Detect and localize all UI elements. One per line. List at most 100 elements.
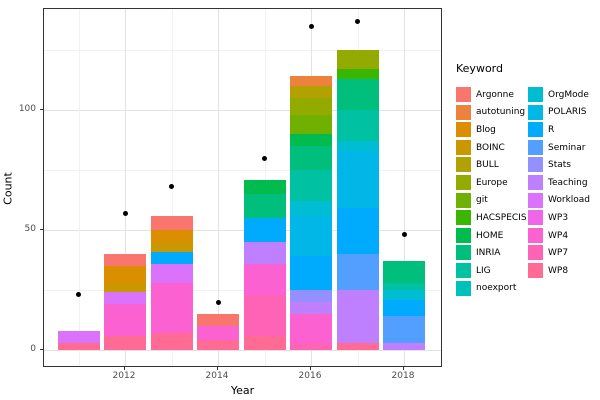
bar-segment-Europe bbox=[290, 98, 332, 115]
y-tick-mark bbox=[40, 109, 43, 110]
legend-swatch bbox=[456, 157, 471, 173]
bar-segment-INRIA bbox=[337, 78, 379, 110]
legend-label: git bbox=[476, 195, 488, 206]
legend-swatch bbox=[456, 87, 471, 102]
legend-swatch bbox=[528, 192, 543, 208]
legend-swatch bbox=[528, 174, 543, 190]
legend-swatch bbox=[456, 245, 471, 261]
data-point bbox=[262, 155, 267, 161]
data-point bbox=[76, 292, 81, 298]
bar-segment-WP8 bbox=[151, 333, 193, 350]
legend-swatch bbox=[456, 192, 471, 208]
x-tick-label: 2014 bbox=[205, 371, 229, 381]
legend-swatch bbox=[456, 122, 471, 138]
gridline-y-major bbox=[44, 230, 441, 231]
bar-segment-R bbox=[244, 218, 286, 242]
legend-label: POLARIS bbox=[548, 107, 587, 118]
bar-segment-INRIA bbox=[383, 261, 425, 283]
legend-label: INRIA bbox=[476, 248, 501, 259]
bar-segment-HACSPECIS bbox=[337, 69, 379, 79]
y-tick-mark bbox=[40, 349, 43, 350]
legend-label: Stats bbox=[548, 160, 571, 171]
legend-title: Keyword bbox=[456, 62, 503, 75]
bar-segment-WP4 bbox=[290, 314, 332, 343]
y-tick-label: 50 bbox=[24, 224, 36, 234]
legend-label: R bbox=[548, 124, 555, 135]
gridline-x bbox=[404, 9, 405, 366]
data-point bbox=[122, 210, 128, 216]
bar-segment-Seminar bbox=[383, 316, 425, 343]
data-point bbox=[308, 23, 314, 29]
legend-label: Europe bbox=[476, 177, 508, 188]
x-tick-mark bbox=[310, 367, 311, 370]
bar-segment-git bbox=[290, 114, 332, 134]
legend-label: HACSPECIS bbox=[476, 212, 527, 223]
legend-swatch bbox=[528, 87, 543, 102]
y-tick-mark bbox=[40, 229, 43, 230]
x-axis-title: Year bbox=[230, 384, 255, 397]
legend-label: WP4 bbox=[548, 230, 569, 241]
data-point bbox=[401, 232, 407, 238]
gridline-x bbox=[218, 9, 219, 366]
x-tick-label: 2012 bbox=[112, 371, 136, 381]
legend-label: Argonne bbox=[476, 89, 514, 100]
bar-segment-OrgMode bbox=[290, 201, 332, 216]
gridline-x bbox=[79, 9, 80, 366]
bar-segment-LIG bbox=[290, 170, 332, 202]
bar-segment-HOME bbox=[290, 134, 332, 146]
bar-segment-Teaching bbox=[337, 290, 379, 343]
bar-segment-WP8 bbox=[244, 335, 286, 350]
bar-segment-Argonne bbox=[104, 254, 146, 266]
bar-segment-POLARIS bbox=[337, 150, 379, 209]
legend-label: Teaching bbox=[548, 177, 588, 188]
gridline-y-major bbox=[44, 350, 441, 351]
bar-segment-Blog bbox=[104, 266, 146, 283]
legend-swatch bbox=[528, 139, 543, 155]
bar-segment-Stats bbox=[290, 290, 332, 302]
bar-segment-WP7 bbox=[244, 294, 286, 336]
x-tick-label: 2018 bbox=[391, 371, 415, 381]
bar-segment-Argonne bbox=[197, 314, 239, 326]
legend-label: autotuning bbox=[476, 107, 526, 118]
bar-segment-BULL bbox=[290, 86, 332, 98]
bar-segment-WP7 bbox=[290, 342, 332, 350]
bar-segment-OrgMode bbox=[383, 290, 425, 300]
legend-swatch bbox=[528, 245, 543, 261]
data-point bbox=[215, 299, 221, 305]
bar-segment-LIG bbox=[383, 282, 425, 290]
bar-segment-Argonne bbox=[151, 215, 193, 230]
bar-segment-POLARIS bbox=[290, 215, 332, 257]
bar-segment-R bbox=[383, 299, 425, 317]
bar-segment-WP4 bbox=[244, 263, 286, 295]
bar-segment-HOME bbox=[244, 179, 286, 194]
legend: Keyword Argonne autotuning Blog BOINC BULL Eu… bbox=[455, 62, 600, 296]
bar-segment-autotuning bbox=[290, 76, 332, 86]
legend-label: WP3 bbox=[548, 212, 569, 223]
legend-label: Workload bbox=[548, 195, 591, 206]
x-tick-mark bbox=[217, 367, 218, 370]
bar-segment-WP8 bbox=[197, 340, 239, 350]
gridline-y-major bbox=[44, 110, 441, 111]
data-point bbox=[169, 184, 174, 190]
legend-label: HOME bbox=[476, 230, 504, 241]
bar-segment-R bbox=[290, 256, 332, 290]
bar-segment-Seminar bbox=[337, 254, 379, 290]
legend-label: noexport bbox=[476, 283, 517, 294]
y-tick-label: 100 bbox=[18, 104, 36, 114]
bar-segment-LIG bbox=[337, 110, 379, 142]
bar-segment-Workload bbox=[58, 330, 100, 343]
bar-segment-WP8 bbox=[337, 342, 379, 350]
bar-segment-Teaching bbox=[383, 342, 425, 350]
legend-label: BULL bbox=[476, 160, 499, 171]
gridline-y-minor bbox=[44, 50, 441, 51]
bar-segment-WP4 bbox=[151, 282, 193, 334]
gridline-y-minor bbox=[44, 170, 441, 171]
bar-segment-WP4 bbox=[104, 304, 146, 336]
x-tick-label: 2016 bbox=[298, 371, 322, 381]
bar-segment-BOINC bbox=[151, 242, 193, 252]
legend-swatch bbox=[456, 104, 471, 120]
bar-segment-Workload bbox=[151, 263, 193, 283]
bar-segment-WP8 bbox=[104, 335, 146, 350]
bar-segment-R bbox=[151, 251, 193, 264]
y-tick-label: 0 bbox=[30, 344, 36, 354]
